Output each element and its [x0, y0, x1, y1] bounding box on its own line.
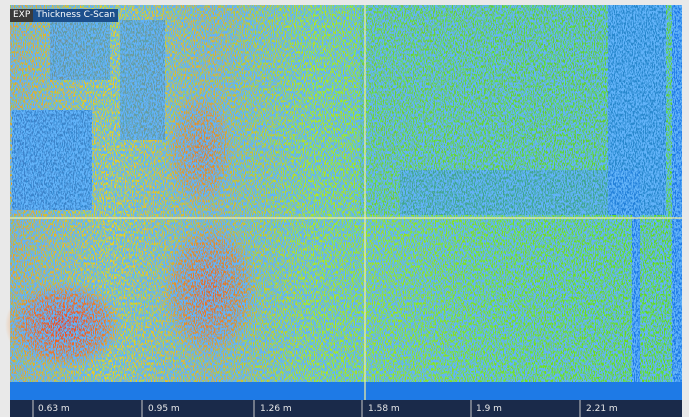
scan-view: EXP Thickness C-Scan 0.63 m 0.95 m 1.26 … [0, 0, 689, 417]
ruler-label: 2.21 m [586, 404, 618, 414]
ruler-label: 1.58 m [368, 404, 400, 414]
ruler-label: 1.26 m [260, 404, 292, 414]
scan-image [0, 0, 689, 417]
ruler-label: 0.63 m [38, 404, 70, 414]
view-title: Thickness C-Scan [33, 9, 118, 22]
ruler [10, 400, 682, 417]
badge: EXP [10, 9, 33, 22]
ruler-label: 1.9 m [476, 404, 502, 414]
header: EXP Thickness C-Scan [10, 9, 118, 22]
ruler-label: 0.95 m [148, 404, 180, 414]
